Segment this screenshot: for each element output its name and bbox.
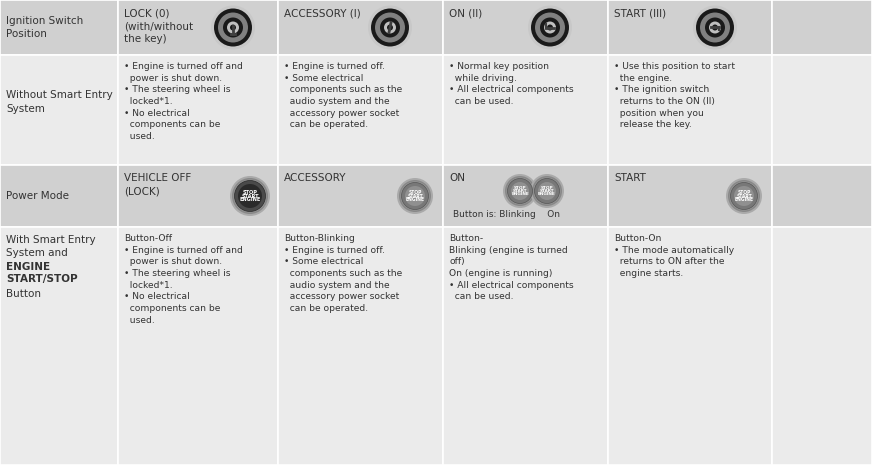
Circle shape bbox=[375, 13, 405, 42]
Circle shape bbox=[528, 6, 572, 49]
Circle shape bbox=[534, 178, 561, 205]
Circle shape bbox=[397, 178, 433, 214]
Circle shape bbox=[234, 179, 267, 213]
Circle shape bbox=[731, 182, 758, 210]
Text: ON: ON bbox=[449, 173, 465, 183]
Circle shape bbox=[227, 21, 239, 33]
Circle shape bbox=[238, 184, 262, 208]
Text: LOCK (0)
(with/without
the key): LOCK (0) (with/without the key) bbox=[124, 8, 193, 44]
Text: START: START bbox=[614, 173, 646, 183]
Circle shape bbox=[508, 179, 533, 204]
Text: STOP: STOP bbox=[242, 190, 257, 194]
Text: START (III): START (III) bbox=[614, 8, 666, 18]
Circle shape bbox=[230, 176, 270, 216]
Bar bbox=[772, 0, 872, 55]
Bar bbox=[772, 227, 872, 465]
Circle shape bbox=[730, 181, 759, 211]
Bar bbox=[118, 55, 278, 165]
Text: ACCESSORY (I): ACCESSORY (I) bbox=[284, 8, 361, 18]
Circle shape bbox=[544, 21, 556, 33]
Text: • Engine is turned off and
  power is shut down.
• The steering wheel is
  locke: • Engine is turned off and power is shut… bbox=[124, 62, 243, 141]
Circle shape bbox=[400, 181, 430, 211]
Text: STOP: STOP bbox=[514, 186, 527, 190]
Text: ENGINE: ENGINE bbox=[511, 193, 529, 196]
Text: START: START bbox=[407, 193, 423, 199]
Text: ENGINE: ENGINE bbox=[538, 193, 555, 196]
Bar bbox=[443, 227, 608, 465]
Circle shape bbox=[709, 21, 721, 33]
Circle shape bbox=[371, 8, 409, 46]
Text: START: START bbox=[242, 193, 259, 199]
Bar bbox=[608, 227, 772, 465]
Bar bbox=[608, 55, 772, 165]
Text: Button-
Blinking (engine is turned
off)
On (engine is running)
• All electrical : Button- Blinking (engine is turned off) … bbox=[449, 234, 574, 301]
Circle shape bbox=[511, 182, 529, 200]
Circle shape bbox=[728, 180, 760, 212]
Text: STOP: STOP bbox=[541, 186, 554, 190]
Text: • Engine is turned off.
• Some electrical
  components such as the
  audio syste: • Engine is turned off. • Some electrica… bbox=[284, 62, 402, 129]
Circle shape bbox=[503, 174, 537, 208]
Text: Ignition Switch
Position: Ignition Switch Position bbox=[6, 16, 83, 40]
Text: START: START bbox=[513, 189, 528, 193]
Text: STOP: STOP bbox=[408, 190, 422, 195]
Text: ACCESSORY: ACCESSORY bbox=[284, 173, 346, 183]
Bar bbox=[278, 0, 443, 55]
Text: ENGINE: ENGINE bbox=[405, 197, 425, 202]
Bar bbox=[772, 165, 872, 227]
Text: START: START bbox=[736, 193, 752, 199]
Circle shape bbox=[530, 174, 564, 208]
Bar bbox=[278, 55, 443, 165]
Circle shape bbox=[547, 25, 553, 31]
Bar bbox=[443, 165, 608, 227]
Bar bbox=[0, 227, 118, 465]
Circle shape bbox=[540, 18, 560, 38]
Circle shape bbox=[214, 8, 252, 46]
Circle shape bbox=[726, 178, 762, 214]
Circle shape bbox=[401, 182, 428, 210]
Text: ENGINE: ENGINE bbox=[734, 197, 753, 202]
Circle shape bbox=[505, 176, 535, 206]
Text: Button-Off
• Engine is turned off and
  power is shut down.
• The steering wheel: Button-Off • Engine is turned off and po… bbox=[124, 234, 243, 325]
Circle shape bbox=[230, 25, 236, 31]
Circle shape bbox=[538, 182, 556, 200]
Text: START: START bbox=[540, 189, 555, 193]
Circle shape bbox=[384, 21, 396, 33]
Bar bbox=[278, 227, 443, 465]
Circle shape bbox=[696, 8, 734, 46]
Text: Button-Blinking
• Engine is turned off.
• Some electrical
  components such as t: Button-Blinking • Engine is turned off. … bbox=[284, 234, 402, 313]
Text: Without Smart Entry
System: Without Smart Entry System bbox=[6, 90, 112, 114]
Circle shape bbox=[387, 25, 393, 31]
Circle shape bbox=[693, 6, 737, 49]
Circle shape bbox=[535, 13, 565, 42]
Circle shape bbox=[531, 8, 569, 46]
Circle shape bbox=[507, 178, 534, 205]
Circle shape bbox=[368, 6, 412, 49]
Text: ENGINE: ENGINE bbox=[240, 198, 261, 202]
Bar bbox=[772, 55, 872, 165]
Text: Button is: Blinking    On: Button is: Blinking On bbox=[453, 210, 560, 219]
Bar bbox=[0, 165, 118, 227]
Circle shape bbox=[223, 18, 243, 38]
Circle shape bbox=[705, 18, 725, 38]
Text: Button-On
• The mode automatically
  returns to ON after the
  engine starts.: Button-On • The mode automatically retur… bbox=[614, 234, 734, 278]
Bar bbox=[0, 55, 118, 165]
Bar bbox=[443, 0, 608, 55]
Bar bbox=[278, 165, 443, 227]
Circle shape bbox=[235, 180, 265, 212]
Text: Power Mode: Power Mode bbox=[6, 191, 69, 201]
Bar bbox=[608, 165, 772, 227]
Circle shape bbox=[218, 13, 248, 42]
Circle shape bbox=[734, 186, 754, 206]
Text: Button: Button bbox=[6, 289, 41, 299]
Text: ENGINE
START/STOP: ENGINE START/STOP bbox=[6, 262, 78, 285]
Text: VEHICLE OFF
(LOCK): VEHICLE OFF (LOCK) bbox=[124, 173, 191, 196]
Bar bbox=[118, 227, 278, 465]
Bar bbox=[118, 165, 278, 227]
Bar bbox=[443, 55, 608, 165]
Circle shape bbox=[232, 178, 268, 214]
Bar bbox=[118, 0, 278, 55]
Bar bbox=[608, 0, 772, 55]
Circle shape bbox=[399, 180, 431, 212]
Circle shape bbox=[405, 186, 425, 206]
Circle shape bbox=[535, 179, 560, 204]
